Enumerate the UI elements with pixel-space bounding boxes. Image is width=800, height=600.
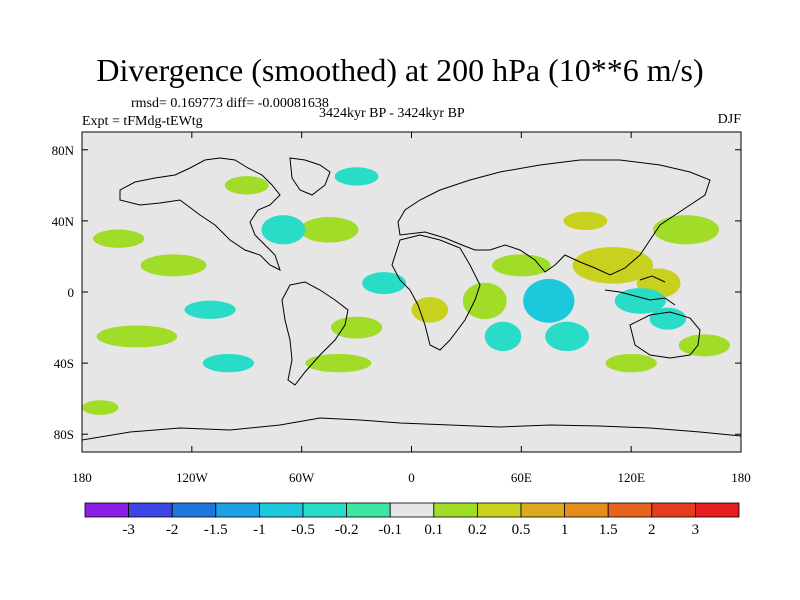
colorbar-swatch-9	[476, 502, 522, 518]
field-blob-20	[202, 353, 255, 373]
field-blob-4	[649, 307, 687, 330]
x-tick-label-6: 180	[731, 470, 751, 485]
coastlines	[82, 157, 741, 441]
colorbar-swatch-10	[520, 502, 565, 518]
field-blob-7	[492, 254, 551, 277]
colorbar-label-13: 3	[692, 522, 700, 538]
field-blob-21	[678, 334, 731, 357]
colorbar-swatch-8	[433, 502, 478, 518]
field-blob-5	[523, 278, 575, 323]
colorbar-label-6: -0.1	[378, 522, 402, 538]
coastline-africa	[391, 234, 481, 351]
stats-label: rmsd= 0.169773 diff= -0.00081638	[131, 96, 329, 111]
colorbar-label-4: -0.5	[291, 522, 315, 538]
field-blob-13	[261, 215, 306, 245]
field-blob-22	[605, 353, 657, 373]
x-tick-label-4: 60E	[511, 470, 532, 485]
colorbar-label-0: -3	[122, 522, 135, 538]
coastline-eurasia	[397, 159, 711, 276]
coastline-australia	[629, 311, 701, 359]
coastline-antarctica	[82, 417, 741, 441]
colorbar-swatch-0	[84, 502, 129, 518]
field-blob-10	[411, 296, 449, 323]
field-blob-2	[653, 215, 720, 245]
colorbar-swatch-13	[651, 502, 696, 518]
colorbar-label-7: 0.1	[424, 522, 443, 538]
colorbar-swatch-14	[695, 502, 740, 518]
field-blob-16	[96, 325, 178, 348]
colorbar-label-1: -2	[166, 522, 179, 538]
colorbar-swatch-11	[564, 502, 609, 518]
coastline-south-america	[281, 281, 349, 386]
field-blob-12	[299, 216, 359, 243]
colorbar-swatch-2	[171, 502, 217, 518]
experiment-label: Expt = tFMdg-tEWtg	[82, 114, 203, 129]
y-tick-label-2: 0	[68, 285, 75, 300]
x-tick-label-5: 120E	[617, 470, 645, 485]
field-blob-18	[330, 316, 383, 339]
field-blob-26	[334, 167, 379, 186]
field-blob-8	[462, 282, 507, 320]
period-label: 3424kyr BP - 3424kyr BP	[319, 106, 465, 121]
colorbar-label-8: 0.2	[468, 522, 487, 538]
x-tick-label-1: 120W	[176, 470, 209, 485]
field-blob-17	[184, 300, 236, 319]
field-blob-9	[484, 321, 522, 352]
y-axis: 80N 40N 0 40S 80S	[52, 143, 741, 442]
colorbar-swatch-4	[258, 502, 304, 518]
coastline-maritime	[604, 275, 676, 306]
colorbar: -3 -2 -1.5 -1 -0.5 -0.2 -0.1 0.1 0.2 0.5 1 1.5 2 3	[84, 502, 740, 538]
colorbar-swatch-6	[346, 502, 391, 518]
coastline-north-america	[119, 157, 281, 271]
field-blob-6	[545, 321, 590, 352]
colorbar-swatch-1	[128, 502, 173, 518]
field-blob-15	[92, 229, 145, 248]
x-tick-label-0: 180	[72, 470, 92, 485]
colorbar-swatch-5	[302, 502, 347, 518]
field-blob-24	[563, 211, 608, 231]
field-blob-25	[224, 176, 269, 195]
field-blob-0	[572, 247, 654, 284]
colorbar-swatch-12	[607, 502, 653, 518]
colorbar-label-10: 1	[561, 522, 569, 538]
colorbar-label-2: -1.5	[204, 522, 228, 538]
field-blob-14	[140, 254, 207, 277]
chart-title: Divergence (smoothed) at 200 hPa (10**6 …	[96, 52, 704, 88]
colorbar-label-9: 0.5	[512, 522, 531, 538]
field-blob-19	[305, 353, 372, 373]
x-tick-label-2: 60W	[289, 470, 315, 485]
colorbar-swatch-3	[215, 502, 260, 518]
colorbar-label-3: -1	[253, 522, 266, 538]
colorbar-label-11: 1.5	[599, 522, 618, 538]
divergence-field	[82, 167, 731, 415]
y-tick-label-3: 40S	[54, 356, 74, 371]
x-axis: 180 120W 60W 0 60E 120E 180	[72, 132, 751, 485]
y-tick-label-1: 40N	[52, 214, 75, 229]
colorbar-swatch-7	[389, 502, 435, 518]
colorbar-label-5: -0.2	[335, 522, 359, 538]
field-blob-23	[82, 400, 119, 415]
coastline-greenland	[289, 157, 331, 196]
y-tick-label-0: 80N	[52, 143, 75, 158]
y-tick-label-4: 80S	[54, 427, 74, 442]
field-blob-11	[362, 272, 407, 295]
x-tick-label-3: 0	[408, 470, 415, 485]
season-label: DJF	[717, 112, 741, 127]
colorbar-label-12: 2	[648, 522, 656, 538]
plot-area	[81, 131, 742, 453]
